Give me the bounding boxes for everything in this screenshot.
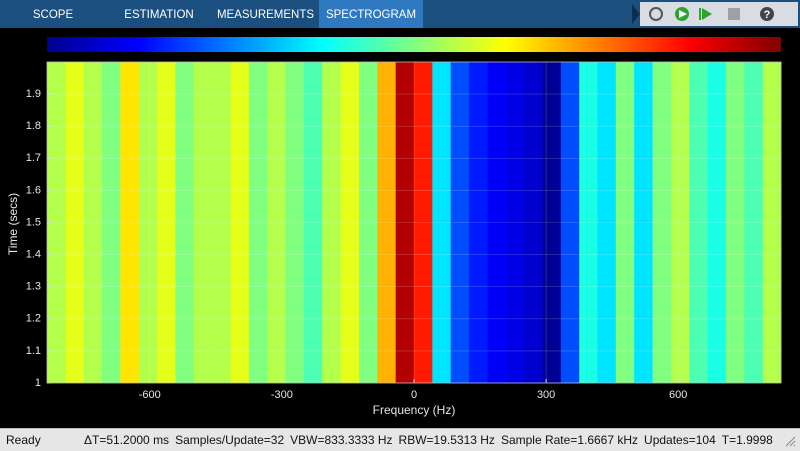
spectrum-column bbox=[469, 62, 488, 383]
spectrum-column bbox=[505, 62, 525, 383]
spectrum-column bbox=[267, 62, 287, 383]
spectrum-column bbox=[193, 62, 213, 383]
y-tick-label: 1.1 bbox=[26, 345, 41, 357]
x-tick-label: 0 bbox=[411, 389, 417, 401]
y-tick-label: 1.8 bbox=[26, 120, 41, 132]
step-button[interactable] bbox=[702, 8, 712, 20]
x-tick-label: -600 bbox=[139, 389, 161, 401]
spectrum-column bbox=[542, 62, 562, 383]
status-item: VBW=833.3333 Hz bbox=[290, 433, 393, 447]
spectrum-column bbox=[579, 62, 599, 383]
tab[interactable]: ESTIMATION bbox=[124, 9, 194, 21]
x-tick-label: -300 bbox=[271, 389, 293, 401]
spectrum-column bbox=[395, 62, 415, 383]
status-item: Sample Rate=1.6667 kHz bbox=[500, 433, 639, 447]
spectrogram-chart: Frequency (Hz) Time (secs) 1 1.1 1.2 1.3 1.4… bbox=[6, 37, 782, 417]
spectrum-column bbox=[322, 62, 342, 383]
y-axis-label: Time (secs) bbox=[6, 193, 20, 255]
spectrum-column bbox=[762, 62, 782, 383]
spectrum-column bbox=[377, 62, 397, 383]
spectrum-column bbox=[230, 62, 250, 383]
y-tick-label: 1.3 bbox=[26, 281, 41, 293]
spectrum-column bbox=[175, 62, 195, 383]
spectrum-column bbox=[83, 62, 103, 383]
spectrum-column bbox=[120, 62, 140, 383]
tab[interactable]: MEASUREMENTS bbox=[216, 9, 315, 21]
spectrum-column bbox=[487, 62, 507, 383]
spectrum-column bbox=[340, 62, 360, 383]
status-bar: Ready ΔT=51.2000 ms Samples/Update=32 VBW=8… bbox=[0, 428, 800, 451]
colorbar bbox=[47, 37, 781, 52]
tab-bar: ? SCOPE ESTIMATION MEASUREMENTS SPECTROGRAM bbox=[0, 0, 800, 28]
spectrum-column bbox=[285, 62, 305, 383]
status-item: Updates=104 bbox=[644, 433, 716, 447]
spectrum-column bbox=[524, 62, 543, 383]
help-button[interactable] bbox=[760, 7, 774, 21]
tab[interactable]: SCOPE bbox=[32, 9, 74, 21]
y-tick-label: 1.6 bbox=[26, 184, 41, 196]
status-item: RBW=19.5313 Hz bbox=[398, 433, 495, 447]
resize-grip[interactable] bbox=[784, 435, 796, 447]
spectrum-column bbox=[157, 62, 176, 383]
y-tick-label: 1.2 bbox=[26, 313, 41, 325]
x-tick-label: 300 bbox=[537, 389, 555, 401]
status-state: Ready bbox=[6, 433, 41, 447]
spectrum-column bbox=[560, 62, 580, 383]
status-items: ΔT=51.2000 ms Samples/Update=32 VBW=833.33… bbox=[84, 429, 779, 451]
spectrum-column bbox=[725, 62, 745, 383]
spectrum-column bbox=[707, 62, 727, 383]
spectrum-column bbox=[615, 62, 635, 383]
spectrum-column bbox=[47, 62, 66, 383]
settings-button[interactable] bbox=[649, 7, 663, 21]
status-item: Samples/Update=32 bbox=[175, 433, 285, 447]
spectrum-column bbox=[689, 62, 709, 383]
step-icon bbox=[699, 8, 701, 20]
y-tick-label: 1.9 bbox=[26, 88, 41, 100]
toolbar-edge bbox=[632, 4, 640, 24]
x-tick-label: 600 bbox=[669, 389, 687, 401]
spectrum-column bbox=[652, 62, 672, 383]
spectrum-column bbox=[248, 62, 268, 383]
spectrum-column bbox=[65, 62, 85, 383]
y-tick-label: 1 bbox=[35, 377, 41, 389]
spectrum-column bbox=[414, 62, 433, 383]
y-tick-label: 1.4 bbox=[26, 249, 41, 261]
status-item: T=1.9998 bbox=[721, 433, 773, 447]
toolbar-bg bbox=[640, 2, 798, 26]
spectrum-column bbox=[450, 62, 470, 383]
spectrum-column bbox=[597, 62, 617, 383]
plot-frame bbox=[46, 61, 782, 384]
spectrum-column bbox=[634, 62, 654, 383]
help-icon: ? bbox=[764, 9, 771, 21]
spectrum-column bbox=[138, 62, 158, 383]
spectrum-column bbox=[358, 62, 378, 383]
spectrum-column bbox=[670, 62, 690, 383]
status-item: ΔT=51.2000 ms bbox=[84, 433, 170, 447]
spectrum-column bbox=[102, 62, 121, 383]
spectrum-column bbox=[432, 62, 452, 383]
x-axis-label: Frequency (Hz) bbox=[373, 403, 456, 417]
y-tick-label: 1.5 bbox=[26, 216, 41, 228]
run-icon bbox=[679, 10, 687, 18]
stop-button[interactable] bbox=[728, 8, 740, 20]
toolbar: ? bbox=[632, 2, 798, 26]
spectrum-column bbox=[744, 62, 764, 383]
spectrum-column bbox=[212, 62, 231, 383]
y-tick-label: 1.7 bbox=[26, 152, 41, 164]
spectrum-column bbox=[303, 62, 323, 383]
tab[interactable]: SPECTROGRAM bbox=[319, 0, 423, 28]
